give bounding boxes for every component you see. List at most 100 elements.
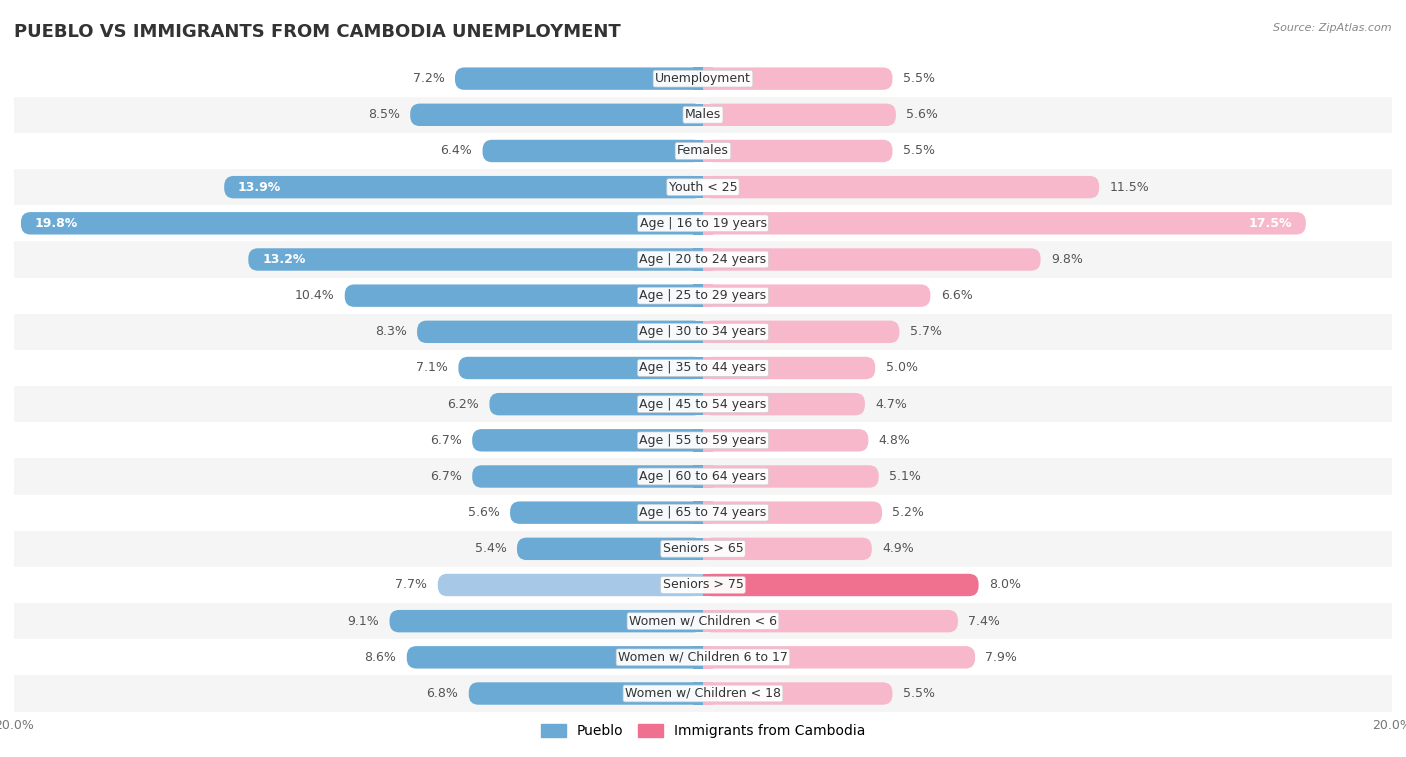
Text: 5.1%: 5.1% (889, 470, 921, 483)
Text: 5.0%: 5.0% (886, 362, 918, 375)
Bar (703, 682, 713, 705)
FancyBboxPatch shape (510, 501, 703, 524)
Text: Women w/ Children < 6: Women w/ Children < 6 (628, 615, 778, 628)
Text: 5.5%: 5.5% (903, 687, 935, 700)
FancyBboxPatch shape (703, 393, 865, 416)
FancyBboxPatch shape (703, 357, 875, 379)
Text: Youth < 25: Youth < 25 (669, 181, 737, 194)
Text: 6.7%: 6.7% (430, 470, 461, 483)
Bar (703, 140, 713, 162)
FancyBboxPatch shape (468, 682, 703, 705)
Bar (693, 212, 703, 235)
Bar (14, 350, 1392, 386)
Bar (693, 321, 703, 343)
Bar (693, 429, 703, 451)
Bar (14, 422, 1392, 459)
Bar (693, 285, 703, 307)
Bar (703, 574, 713, 597)
Text: Seniors > 75: Seniors > 75 (662, 578, 744, 591)
Bar (703, 610, 713, 632)
Text: 5.5%: 5.5% (903, 145, 935, 157)
Text: 4.8%: 4.8% (879, 434, 911, 447)
Bar (14, 241, 1392, 278)
Bar (693, 104, 703, 126)
Bar (703, 104, 713, 126)
Bar (693, 67, 703, 90)
Text: Seniors > 65: Seniors > 65 (662, 542, 744, 556)
FancyBboxPatch shape (472, 429, 703, 451)
FancyBboxPatch shape (703, 682, 893, 705)
Bar (14, 639, 1392, 675)
Text: 8.6%: 8.6% (364, 651, 396, 664)
FancyBboxPatch shape (703, 67, 893, 90)
Bar (14, 313, 1392, 350)
FancyBboxPatch shape (703, 501, 882, 524)
FancyBboxPatch shape (458, 357, 703, 379)
FancyBboxPatch shape (703, 466, 879, 488)
Text: 17.5%: 17.5% (1249, 217, 1292, 230)
Text: Source: ZipAtlas.com: Source: ZipAtlas.com (1274, 23, 1392, 33)
Text: 7.2%: 7.2% (413, 72, 444, 85)
FancyBboxPatch shape (703, 321, 900, 343)
Bar (14, 205, 1392, 241)
FancyBboxPatch shape (418, 321, 703, 343)
Bar (703, 501, 713, 524)
Text: 5.6%: 5.6% (907, 108, 938, 121)
Bar (14, 675, 1392, 712)
FancyBboxPatch shape (703, 610, 957, 632)
FancyBboxPatch shape (703, 176, 1099, 198)
Text: 19.8%: 19.8% (35, 217, 77, 230)
Bar (693, 393, 703, 416)
Bar (14, 97, 1392, 133)
Bar (703, 212, 713, 235)
Text: Age | 20 to 24 years: Age | 20 to 24 years (640, 253, 766, 266)
Text: 11.5%: 11.5% (1109, 181, 1149, 194)
Text: Unemployment: Unemployment (655, 72, 751, 85)
Bar (693, 646, 703, 668)
Text: 6.4%: 6.4% (440, 145, 472, 157)
FancyBboxPatch shape (406, 646, 703, 668)
Text: Women w/ Children < 18: Women w/ Children < 18 (626, 687, 780, 700)
Bar (693, 176, 703, 198)
Text: Age | 30 to 34 years: Age | 30 to 34 years (640, 326, 766, 338)
Text: 7.1%: 7.1% (416, 362, 449, 375)
FancyBboxPatch shape (389, 610, 703, 632)
Text: 7.7%: 7.7% (395, 578, 427, 591)
Text: 4.9%: 4.9% (882, 542, 914, 556)
FancyBboxPatch shape (703, 248, 1040, 271)
FancyBboxPatch shape (472, 466, 703, 488)
Text: 6.2%: 6.2% (447, 397, 479, 410)
Bar (693, 357, 703, 379)
Bar (703, 67, 713, 90)
FancyBboxPatch shape (703, 646, 976, 668)
Text: 6.7%: 6.7% (430, 434, 461, 447)
FancyBboxPatch shape (703, 212, 1306, 235)
Bar (14, 494, 1392, 531)
Text: Age | 65 to 74 years: Age | 65 to 74 years (640, 506, 766, 519)
Text: 13.2%: 13.2% (262, 253, 305, 266)
Bar (703, 285, 713, 307)
Text: 6.8%: 6.8% (426, 687, 458, 700)
Text: 10.4%: 10.4% (295, 289, 335, 302)
Legend: Pueblo, Immigrants from Cambodia: Pueblo, Immigrants from Cambodia (536, 718, 870, 743)
Bar (703, 321, 713, 343)
Bar (703, 466, 713, 488)
Text: 5.4%: 5.4% (475, 542, 506, 556)
FancyBboxPatch shape (411, 104, 703, 126)
Text: Age | 25 to 29 years: Age | 25 to 29 years (640, 289, 766, 302)
Text: PUEBLO VS IMMIGRANTS FROM CAMBODIA UNEMPLOYMENT: PUEBLO VS IMMIGRANTS FROM CAMBODIA UNEMP… (14, 23, 621, 41)
Bar (693, 501, 703, 524)
Bar (14, 459, 1392, 494)
Text: 7.9%: 7.9% (986, 651, 1018, 664)
Text: 9.1%: 9.1% (347, 615, 380, 628)
Text: 5.2%: 5.2% (893, 506, 924, 519)
Bar (14, 567, 1392, 603)
FancyBboxPatch shape (437, 574, 703, 597)
FancyBboxPatch shape (21, 212, 703, 235)
Bar (693, 682, 703, 705)
Bar (703, 537, 713, 560)
Text: 8.3%: 8.3% (375, 326, 406, 338)
Bar (693, 140, 703, 162)
FancyBboxPatch shape (703, 140, 893, 162)
Text: 6.6%: 6.6% (941, 289, 973, 302)
